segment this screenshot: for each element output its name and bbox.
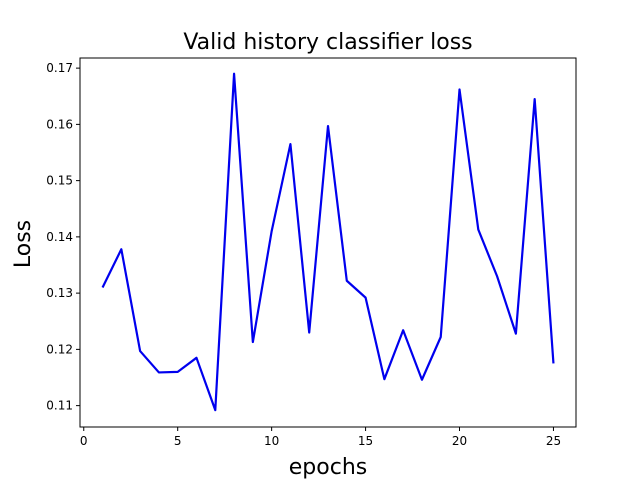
y-tick-label: 0.12 bbox=[46, 342, 73, 356]
y-tick-label: 0.14 bbox=[46, 230, 73, 244]
x-tick-label: 0 bbox=[80, 434, 88, 448]
y-tick-label: 0.16 bbox=[46, 117, 73, 131]
y-tick-label: 0.11 bbox=[46, 399, 73, 413]
y-tick-label: 0.13 bbox=[46, 286, 73, 300]
y-axis-label: Loss bbox=[11, 220, 36, 268]
y-tick-label: 0.17 bbox=[46, 61, 73, 75]
plot-area: 0 5 10 15 20 25 0.11 0.12 0.13 0.14 0.15 0.16 0.17 bbox=[46, 57, 577, 448]
y-tick-label: 0.15 bbox=[46, 174, 73, 188]
x-tick-label: 5 bbox=[174, 434, 182, 448]
x-axis-label: epochs bbox=[289, 455, 367, 480]
series-line bbox=[101, 72, 555, 412]
axes-frame bbox=[79, 57, 577, 428]
x-tick-label: 10 bbox=[264, 434, 279, 448]
x-tick-label: 25 bbox=[546, 434, 561, 448]
x-tick-label: 15 bbox=[358, 434, 373, 448]
chart-title: Valid history classifier loss bbox=[183, 30, 472, 55]
x-tick-label: 20 bbox=[452, 434, 467, 448]
